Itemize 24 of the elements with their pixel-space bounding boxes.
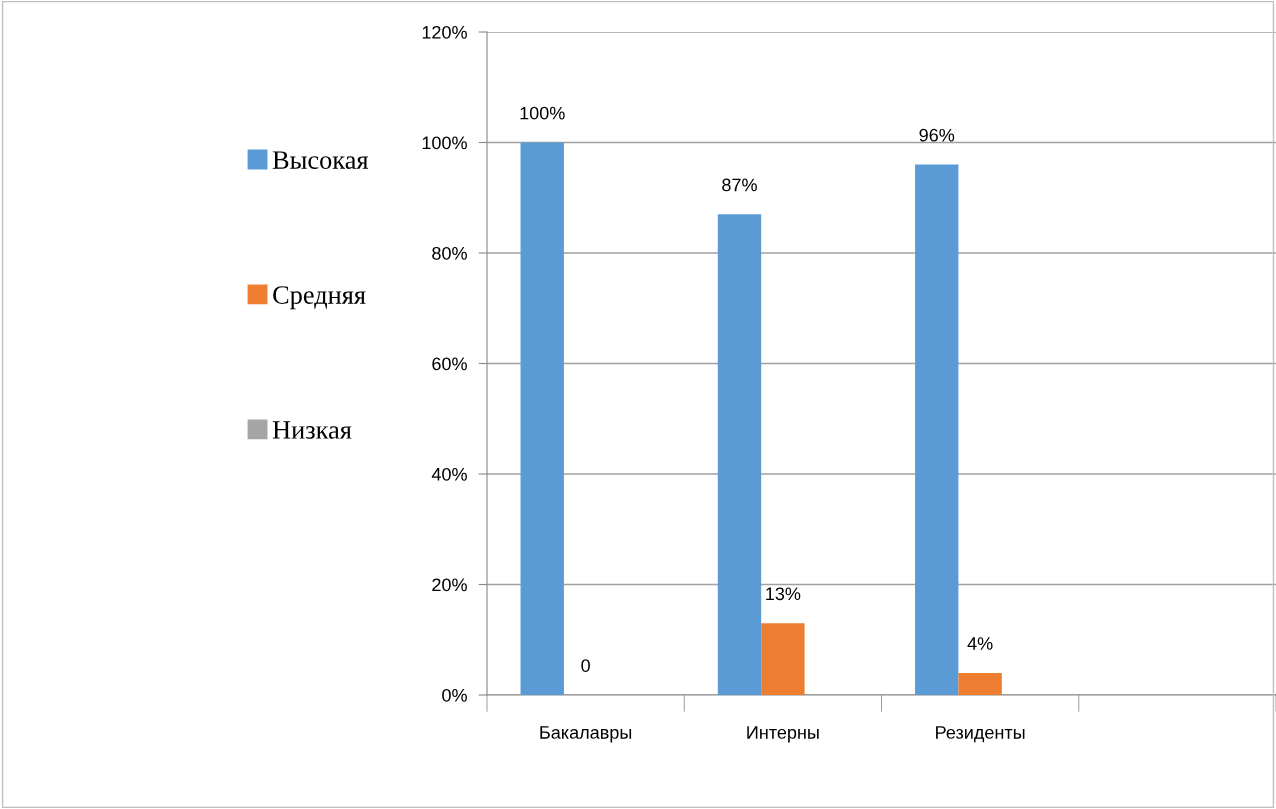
y-tick-label: 0%	[442, 688, 467, 702]
legend-label: Низкая	[272, 421, 352, 439]
legend-label: Высокая	[272, 151, 369, 169]
x-tick-label: Бакалавры	[540, 726, 632, 743]
data-label: 96%	[919, 128, 955, 142]
bar	[958, 672, 1002, 695]
bar	[520, 142, 564, 695]
y-tick-label: 120%	[422, 25, 467, 39]
data-label: 100%	[520, 106, 565, 120]
y-tick-label: 100%	[422, 136, 467, 150]
bar	[761, 623, 805, 695]
x-tick-label: Резиденты	[936, 726, 1025, 743]
bar	[915, 164, 959, 695]
legend-label: Средняя	[273, 286, 366, 310]
data-label: 4%	[967, 637, 993, 650]
y-tick-label: 40%	[431, 467, 467, 481]
y-tick-label: 60%	[432, 357, 467, 371]
data-label: 0	[581, 659, 590, 672]
y-tick-label: 20%	[432, 578, 467, 592]
data-label: 13%	[766, 587, 801, 601]
bar	[717, 214, 762, 695]
y-tick-label: 80%	[432, 246, 467, 260]
data-label: 87%	[722, 178, 757, 192]
x-tick-label: Интерны	[747, 726, 819, 743]
